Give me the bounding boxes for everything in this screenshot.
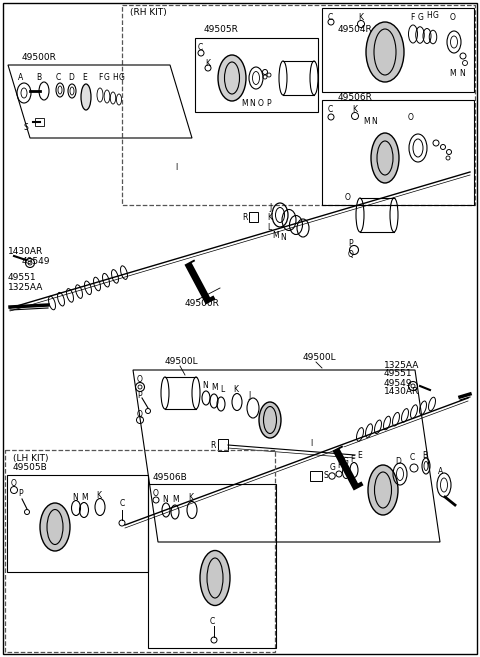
Text: 49506R: 49506R [338, 93, 373, 102]
Text: 49504R: 49504R [338, 26, 373, 35]
Text: G: G [119, 74, 125, 83]
Ellipse shape [81, 84, 91, 110]
Text: A: A [18, 74, 23, 83]
Text: G: G [330, 463, 336, 472]
Text: K: K [358, 12, 363, 22]
Text: 1325AA: 1325AA [8, 283, 43, 292]
Text: M: M [241, 99, 248, 108]
Text: N: N [162, 495, 168, 505]
Text: P: P [266, 99, 271, 108]
Text: A: A [438, 468, 443, 476]
Text: 1430AR: 1430AR [8, 248, 43, 256]
Text: H: H [337, 461, 343, 470]
Text: J: J [269, 202, 271, 212]
Text: O: O [258, 99, 264, 108]
Text: N: N [371, 116, 377, 125]
Text: M: M [363, 116, 370, 125]
Text: C: C [328, 12, 333, 22]
Text: M: M [211, 382, 217, 392]
Text: C: C [198, 43, 203, 51]
Ellipse shape [40, 503, 70, 551]
Text: K: K [233, 386, 238, 394]
Text: 49500L: 49500L [303, 353, 336, 363]
Text: E: E [357, 451, 362, 461]
Text: R: R [242, 212, 247, 221]
Text: H: H [112, 74, 118, 83]
Text: C: C [328, 106, 333, 114]
Text: P: P [137, 390, 142, 399]
Text: N: N [459, 68, 465, 78]
Ellipse shape [218, 55, 246, 101]
Text: F: F [410, 14, 414, 22]
Ellipse shape [371, 133, 399, 183]
Text: D: D [395, 457, 401, 466]
Text: O: O [137, 376, 143, 384]
Text: K: K [267, 214, 272, 223]
Text: O: O [450, 14, 456, 22]
Text: B: B [422, 451, 427, 459]
Text: (RH KIT): (RH KIT) [130, 9, 167, 18]
Text: C: C [210, 618, 215, 627]
Text: C: C [120, 499, 125, 509]
Ellipse shape [259, 402, 281, 438]
Text: G: G [104, 74, 110, 83]
Text: G: G [343, 457, 349, 466]
Text: G: G [418, 12, 424, 22]
Text: 49505B: 49505B [13, 463, 48, 472]
Text: N: N [249, 99, 255, 108]
Text: H: H [426, 12, 432, 20]
Text: 49551: 49551 [384, 369, 413, 378]
Text: C: C [410, 453, 415, 463]
Text: 49505R: 49505R [204, 26, 239, 35]
Text: K: K [352, 106, 357, 114]
Text: I: I [310, 438, 312, 447]
Text: 49500R: 49500R [22, 53, 57, 62]
Text: 49500L: 49500L [165, 357, 199, 367]
Text: M: M [172, 495, 179, 505]
Ellipse shape [200, 551, 230, 606]
Ellipse shape [366, 22, 404, 82]
Text: O: O [153, 489, 159, 499]
Text: I: I [175, 164, 177, 173]
Text: 49549: 49549 [22, 258, 50, 267]
Text: C: C [56, 74, 61, 83]
Text: O: O [408, 114, 414, 122]
Text: J: J [248, 390, 250, 399]
Text: 49506B: 49506B [153, 474, 188, 482]
Text: K: K [205, 58, 210, 68]
Text: Q: Q [348, 250, 354, 258]
Text: Q: Q [137, 411, 143, 420]
Text: O: O [345, 194, 351, 202]
Text: D: D [68, 74, 74, 83]
Text: S: S [24, 122, 29, 131]
Text: F: F [350, 455, 354, 463]
Text: M: M [449, 68, 456, 78]
Text: 49549: 49549 [384, 378, 412, 388]
Text: M: M [81, 493, 88, 503]
Text: B: B [36, 74, 41, 83]
Text: L: L [267, 223, 271, 233]
Text: S: S [323, 472, 328, 480]
Text: O: O [11, 480, 17, 489]
Text: N: N [280, 233, 286, 242]
Text: P: P [348, 240, 353, 248]
Text: E: E [82, 74, 87, 83]
Ellipse shape [368, 465, 398, 515]
Text: P: P [18, 489, 23, 499]
Text: K: K [188, 493, 193, 503]
Text: 1430AR: 1430AR [384, 388, 419, 397]
Text: M: M [272, 231, 278, 240]
Text: K: K [96, 491, 101, 501]
Text: N: N [202, 380, 208, 390]
Text: (LH KIT): (LH KIT) [13, 453, 48, 463]
Text: 1325AA: 1325AA [384, 361, 420, 369]
Text: N: N [72, 493, 78, 503]
Text: G: G [433, 12, 439, 20]
Text: F: F [98, 74, 102, 83]
Text: L: L [220, 386, 224, 394]
Text: 49500R: 49500R [185, 298, 220, 307]
Text: 49551: 49551 [8, 273, 36, 283]
Text: R: R [210, 440, 216, 449]
